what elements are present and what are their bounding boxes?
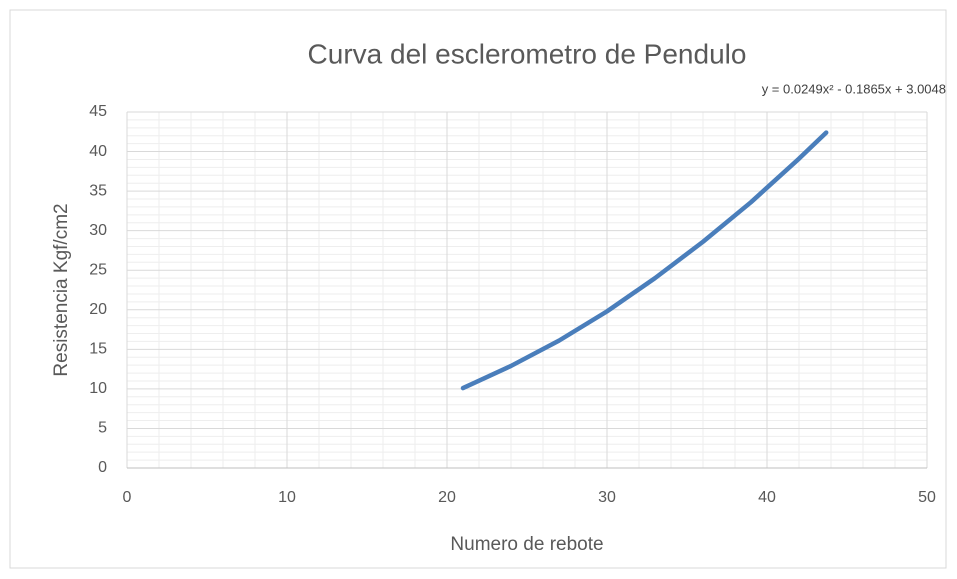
x-tick-label: 20 [438, 489, 456, 506]
y-tick-label: 40 [89, 143, 107, 160]
y-tick-label: 45 [89, 103, 107, 120]
y-tick-label: 5 [98, 420, 107, 437]
trendline-equation: y = 0.0249x² - 0.1865x + 3.0048 [762, 81, 946, 96]
y-tick-label: 30 [89, 222, 107, 239]
y-tick-label: 25 [89, 261, 107, 278]
x-axis-title: Numero de rebote [450, 534, 603, 555]
chart-title: Curva del esclerometro de Pendulo [308, 38, 747, 69]
y-tick-label: 0 [98, 459, 107, 476]
y-tick-label: 15 [89, 341, 107, 358]
y-axis-title: Resistencia Kgf/cm2 [51, 203, 72, 376]
chart-frame [9, 9, 947, 569]
y-tick-label: 20 [89, 301, 107, 318]
data-line [460, 130, 829, 391]
x-tick-label: 10 [278, 489, 296, 506]
x-tick-label: 0 [123, 489, 132, 506]
x-tick-label: 50 [918, 489, 936, 506]
y-tick-label: 10 [89, 380, 107, 397]
y-tick-label: 35 [89, 182, 107, 199]
x-tick-label: 30 [598, 489, 616, 506]
x-tick-label: 40 [758, 489, 776, 506]
